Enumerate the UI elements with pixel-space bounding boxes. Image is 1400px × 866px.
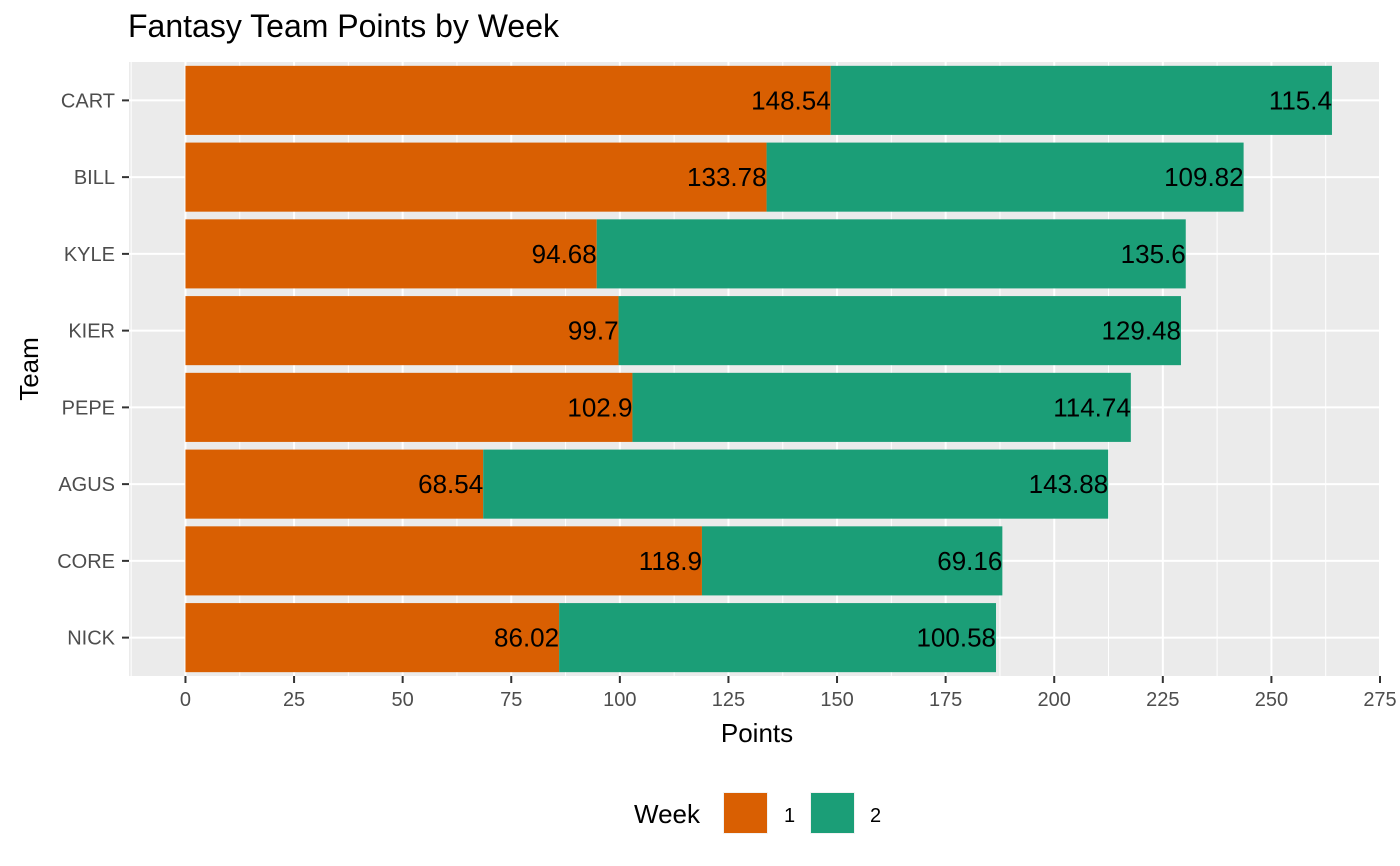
bar-pepe-week-1 [185, 372, 633, 442]
data-label-kier-week-2: 129.48 [1101, 316, 1181, 346]
x-tick-label: 75 [500, 689, 522, 711]
bar-bill-week-1 [185, 142, 767, 212]
data-label-cart-week-1: 148.54 [751, 85, 831, 115]
y-tick-label-bill: BILL [74, 167, 115, 189]
data-label-pepe-week-1: 102.9 [567, 392, 632, 422]
x-tick-label: 175 [929, 689, 962, 711]
bar-layer [185, 65, 1332, 673]
bar-core-week-1 [185, 526, 702, 596]
x-tick-label: 0 [180, 689, 191, 711]
bar-nick-week-1 [185, 603, 560, 673]
bar-agus-week-1 [185, 449, 484, 519]
data-label-nick-week-2: 100.58 [916, 623, 996, 653]
x-tick-label: 100 [603, 689, 636, 711]
y-tick-label-core: CORE [57, 551, 115, 573]
data-label-bill-week-1: 133.78 [687, 162, 767, 192]
data-label-kyle-week-1: 94.68 [532, 239, 597, 269]
y-tick-label-pepe: PEPE [62, 397, 115, 419]
data-label-core-week-2: 69.16 [937, 546, 1002, 576]
legend: Week 1 2 [634, 792, 881, 834]
x-tick-label: 150 [820, 689, 853, 711]
bar-agus-week-2 [483, 449, 1109, 519]
x-axis-title: Points [721, 718, 793, 748]
data-label-bill-week-2: 109.82 [1164, 162, 1244, 192]
bar-cart-week-2 [830, 65, 1332, 135]
bar-kier-week-1 [185, 296, 619, 366]
legend-label-week-1: 1 [784, 805, 795, 827]
legend-swatch-week-2 [811, 793, 854, 833]
x-tick-label: 125 [712, 689, 745, 711]
data-label-cart-week-2: 115.4 [1269, 85, 1332, 115]
y-tick-label-agus: AGUS [58, 474, 115, 496]
y-tick-label-cart: CART [61, 90, 115, 112]
bar-pepe-week-2 [632, 372, 1131, 442]
y-axis-title: Team [14, 337, 44, 401]
data-label-core-week-1: 118.9 [639, 546, 702, 576]
data-label-agus-week-2: 143.88 [1029, 469, 1109, 499]
data-label-kier-week-1: 99.7 [568, 316, 619, 346]
x-tick-label: 25 [283, 689, 305, 711]
y-tick-label-nick: NICK [67, 628, 115, 650]
x-tick-label: 200 [1038, 689, 1071, 711]
y-tick-label-kyle: KYLE [64, 244, 115, 266]
bar-kyle-week-2 [596, 219, 1186, 289]
y-tick-label-kier: KIER [68, 321, 115, 343]
bar-cart-week-1 [185, 65, 831, 135]
x-tick-label: 250 [1255, 689, 1288, 711]
x-tick-label: 275 [1363, 689, 1396, 711]
data-label-nick-week-1: 86.02 [494, 623, 559, 653]
data-label-pepe-week-2: 114.74 [1053, 392, 1131, 422]
legend-swatch-week-1 [724, 793, 767, 833]
x-tick-label: 50 [392, 689, 414, 711]
data-label-agus-week-1: 68.54 [418, 469, 483, 499]
bar-core-week-2 [701, 526, 1003, 596]
legend-title: Week [634, 799, 701, 829]
bar-nick-week-2 [559, 603, 997, 673]
data-label-layer: 148.54 115.4 133.78 109.82 94.68 135.6 99.7 129… [418, 85, 1332, 652]
bar-bill-week-2 [766, 142, 1244, 212]
bar-kyle-week-1 [185, 219, 597, 289]
x-tick-label: 225 [1146, 689, 1179, 711]
axis-layer: CART BILL KYLE KIER PEPE AGUS CORE NICK 0 25 50 75 1… [57, 90, 1396, 711]
data-label-kyle-week-2: 135.6 [1121, 239, 1186, 269]
chart-title: Fantasy Team Points by Week [128, 8, 560, 44]
legend-label-week-2: 2 [870, 805, 881, 827]
bar-kier-week-2 [618, 296, 1181, 366]
